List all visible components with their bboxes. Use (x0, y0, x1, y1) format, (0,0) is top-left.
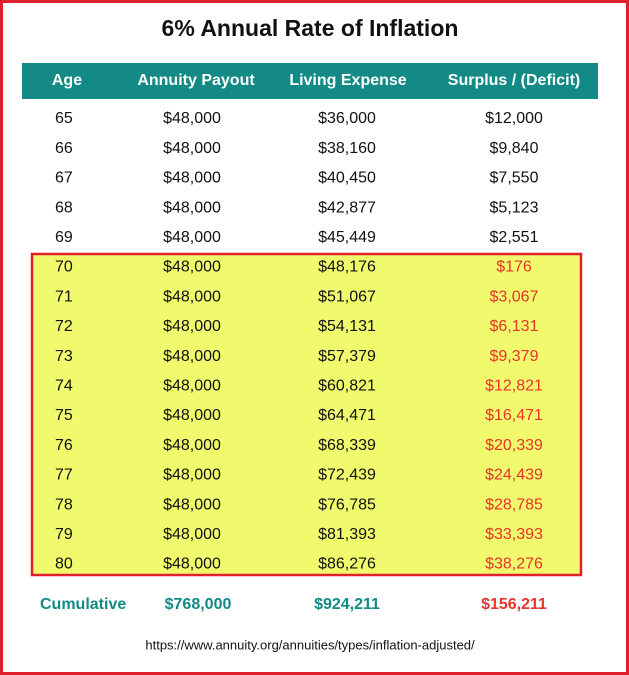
cell: $38,276 (485, 556, 543, 573)
cell: $28,785 (485, 496, 543, 513)
footer-cell: Cumulative (40, 596, 126, 613)
cell: $36,000 (318, 110, 376, 127)
cell: $48,176 (318, 259, 376, 276)
footer-cell: $768,000 (165, 596, 232, 613)
cell: $38,160 (318, 140, 376, 157)
header-cell: Age (52, 72, 82, 89)
cell: $51,067 (318, 288, 376, 305)
cell: 66 (55, 140, 73, 157)
cell: $24,439 (485, 467, 543, 484)
cell: $48,000 (163, 199, 221, 216)
cell: $5,123 (490, 199, 539, 216)
cell: $48,000 (163, 348, 221, 365)
cell: $48,000 (163, 140, 221, 157)
cell: $7,550 (490, 170, 539, 187)
cell: $48,000 (163, 110, 221, 127)
cell: $45,449 (318, 229, 376, 246)
cell: $9,840 (490, 140, 539, 157)
cell: $48,000 (163, 170, 221, 187)
cell: 80 (55, 556, 73, 573)
cell: 79 (55, 526, 73, 543)
cell: $86,276 (318, 556, 376, 573)
cell: $48,000 (163, 259, 221, 276)
cell: 73 (55, 348, 73, 365)
cell: $42,877 (318, 199, 376, 216)
cell: $48,000 (163, 496, 221, 513)
cell: $76,785 (318, 496, 376, 513)
cell: $20,339 (485, 437, 543, 454)
cell: 65 (55, 110, 73, 127)
cell: 68 (55, 199, 73, 216)
cell: $12,000 (485, 110, 543, 127)
cell: $60,821 (318, 378, 376, 395)
cell: $2,551 (490, 229, 539, 246)
cell: $48,000 (163, 437, 221, 454)
cell: $16,471 (485, 407, 543, 424)
cell: 69 (55, 229, 73, 246)
cell: $72,439 (318, 467, 376, 484)
cell: $48,000 (163, 556, 221, 573)
cell: $33,393 (485, 526, 543, 543)
cell: $57,379 (318, 348, 376, 365)
cell: $54,131 (318, 318, 376, 335)
cell: $68,339 (318, 437, 376, 454)
cell: $48,000 (163, 288, 221, 305)
title: 6% Annual Rate of Inflation (162, 15, 459, 41)
deficit-highlight (30, 252, 583, 577)
cell: $12,821 (485, 378, 543, 395)
cell: $64,471 (318, 407, 376, 424)
cell: $48,000 (163, 229, 221, 246)
cell: 74 (55, 378, 73, 395)
cell: 77 (55, 467, 73, 484)
cell: 72 (55, 318, 73, 335)
cell: 75 (55, 407, 73, 424)
cell: 76 (55, 437, 73, 454)
cell: $48,000 (163, 526, 221, 543)
cell: $48,000 (163, 467, 221, 484)
header-cell: Living Expense (289, 72, 406, 89)
cell: 70 (55, 259, 73, 276)
header-cell: Surplus / (Deficit) (448, 72, 580, 89)
footer-cell: $924,211 (314, 596, 380, 613)
cell: $48,000 (163, 407, 221, 424)
cell: $48,000 (163, 318, 221, 335)
cell: $48,000 (163, 378, 221, 395)
cell: $3,067 (490, 288, 539, 305)
header-cell: Annuity Payout (137, 72, 255, 89)
header-bar (22, 63, 598, 99)
footer-cell: $156,211 (481, 596, 547, 613)
cell: $176 (496, 259, 532, 276)
cell: $81,393 (318, 526, 376, 543)
cell: $6,131 (490, 318, 539, 335)
cell: $9,379 (490, 348, 539, 365)
source-url: https://www.annuity.org/annuities/types/… (145, 637, 475, 652)
cell: 71 (55, 288, 73, 305)
cell: $40,450 (318, 170, 376, 187)
cell: 78 (55, 496, 73, 513)
cell: 67 (55, 170, 73, 187)
